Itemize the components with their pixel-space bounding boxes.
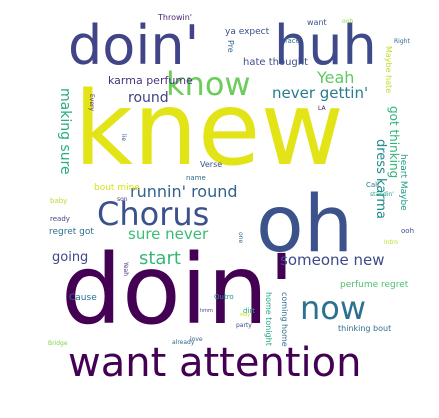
cloud-word-dirt: dirt [243,307,256,315]
cloud-word-verse: Verse [200,160,223,169]
cloud-word-outro: Outro [214,293,234,301]
cloud-word-home-tonight: home tonight [264,292,273,346]
cloud-word-hmm: hmm [200,308,213,314]
cloud-word-sure-never: sure never [128,225,209,243]
cloud-word-dress-karma: dress karma [373,139,388,219]
cloud-word-every: Every [88,94,95,112]
cloud-word-huh: huh [274,14,377,77]
cloud-word-start: start [139,248,181,269]
cloud-word-la: LA [318,105,326,112]
cloud-word-round: round [128,90,169,106]
cloud-word-regret-got: regret got [49,227,94,237]
cloud-word-know: know [166,65,251,103]
cloud-word-pre: Pre [226,40,235,53]
cloud-word-cause: Cause [69,293,97,303]
cloud-word-bout-mine: bout mine [94,183,140,193]
cloud-word-right: Right [394,38,410,45]
cloud-word-party: party [236,322,252,329]
cloud-word-love: love [190,336,203,343]
word-cloud-canvas: knew doin' oh doin' huh want attention C… [34,6,414,395]
cloud-word-now: now [300,289,367,327]
cloud-word-chorus: Chorus [97,195,210,233]
cloud-word-ya-expect: ya expect [225,27,270,37]
cloud-word-face: face [285,37,300,45]
cloud-word-lie: lie [120,134,127,142]
cloud-word-already: already [172,339,195,346]
cloud-word-coming-home: coming home [280,292,289,347]
cloud-word-name: name [186,174,206,182]
cloud-word-maybe-hate: Maybe hate [384,46,393,94]
cloud-word-one: one [237,232,244,244]
cloud-word-yeah: Yeah [317,68,355,87]
cloud-word-never-gettin: never gettin' [272,84,369,102]
cloud-word-thinking-bout: thinking bout [338,324,392,333]
cloud-word-yeah-small: Yeah [122,262,129,277]
cloud-word-intro: Intro [384,239,398,246]
cloud-word-way: way [240,312,251,318]
cloud-word-someone-new: someone new [280,251,385,269]
cloud-word-son: son [117,196,128,203]
cloud-word-standin: standin' [370,191,394,198]
cloud-word-throwin: Throwin' [158,13,192,22]
cloud-word-want: want [307,18,327,27]
cloud-word-call: Call [366,181,380,189]
cloud-word-heart-maybe: heart Maybe [398,154,408,211]
cloud-word-ooh-top: ooh [342,18,354,25]
cloud-word-bridge: Bridge [48,340,68,347]
cloud-word-ready: ready [50,215,70,223]
cloud-word-ooh-right: ooh [401,227,415,235]
cloud-word-want-attention: want attention [68,340,362,386]
cloud-word-karma-perfume: karma perfume [108,74,193,87]
cloud-word-runnin-round: runnin' round [130,182,238,201]
cloud-word-hate-thought: hate thought [243,57,309,68]
cloud-word-doin-top: doin' [68,14,200,77]
cloud-word-knew: knew [74,70,344,189]
cloud-word-going: going [52,250,89,265]
cloud-word-baby: baby [50,197,68,205]
cloud-word-perfume-regret: perfume regret [340,280,409,290]
cloud-word-making-sure: making sure [57,88,73,175]
cloud-word-oh: oh [256,180,354,270]
cloud-word-doin-large: doin' [61,234,295,346]
